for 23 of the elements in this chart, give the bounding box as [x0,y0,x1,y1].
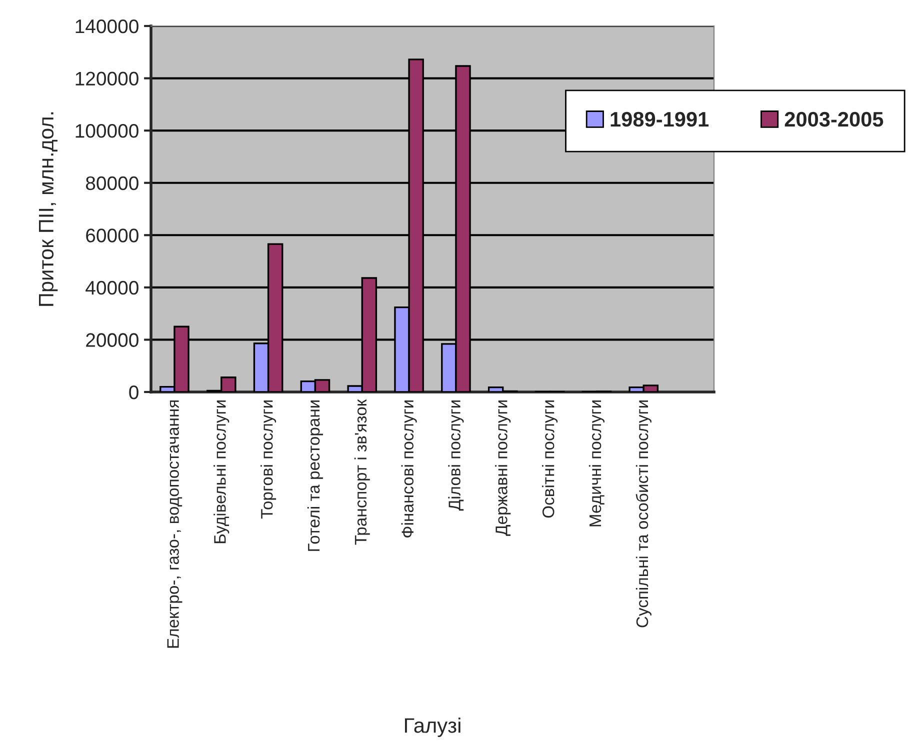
x-tick-label: Транспорт і зв'язок [354,399,370,545]
y-axis-title: Приток ПІІ, млн.дол. [38,112,58,306]
x-tick-label: Державні послуги [495,400,511,536]
x-tick-label: Торгові послуги [260,400,276,519]
x-axis-title: Галузі [404,718,460,737]
y-tick-label: 100000 [76,124,138,138]
x-tick-label: Суспільні та особисті послуги [636,400,652,628]
x-tick-label: Медичні послуги [588,400,604,526]
x-tick-label: Фінансові послуги [401,400,417,538]
x-tick-label: Освітні послуги [542,400,558,518]
legend-label: 2003-2005 [784,112,884,127]
y-tick-label: 0 [129,385,138,400]
x-tick-label: Готелі та ресторани [307,400,323,551]
y-tick-label: 40000 [86,280,138,295]
y-tick-label: 20000 [86,333,138,347]
x-tick-label: Електро-, газо-, водопостачання [167,400,182,648]
y-tick-label: 120000 [76,72,138,86]
x-tick-label: Будівельні послуги [214,400,230,544]
x-tick-label: Ділові послуги [448,400,464,511]
y-tick-label: 140000 [76,19,138,34]
y-tick-label: 60000 [86,228,138,242]
legend-label: 1989-1991 [610,112,709,127]
y-tick-label: 80000 [86,176,138,190]
